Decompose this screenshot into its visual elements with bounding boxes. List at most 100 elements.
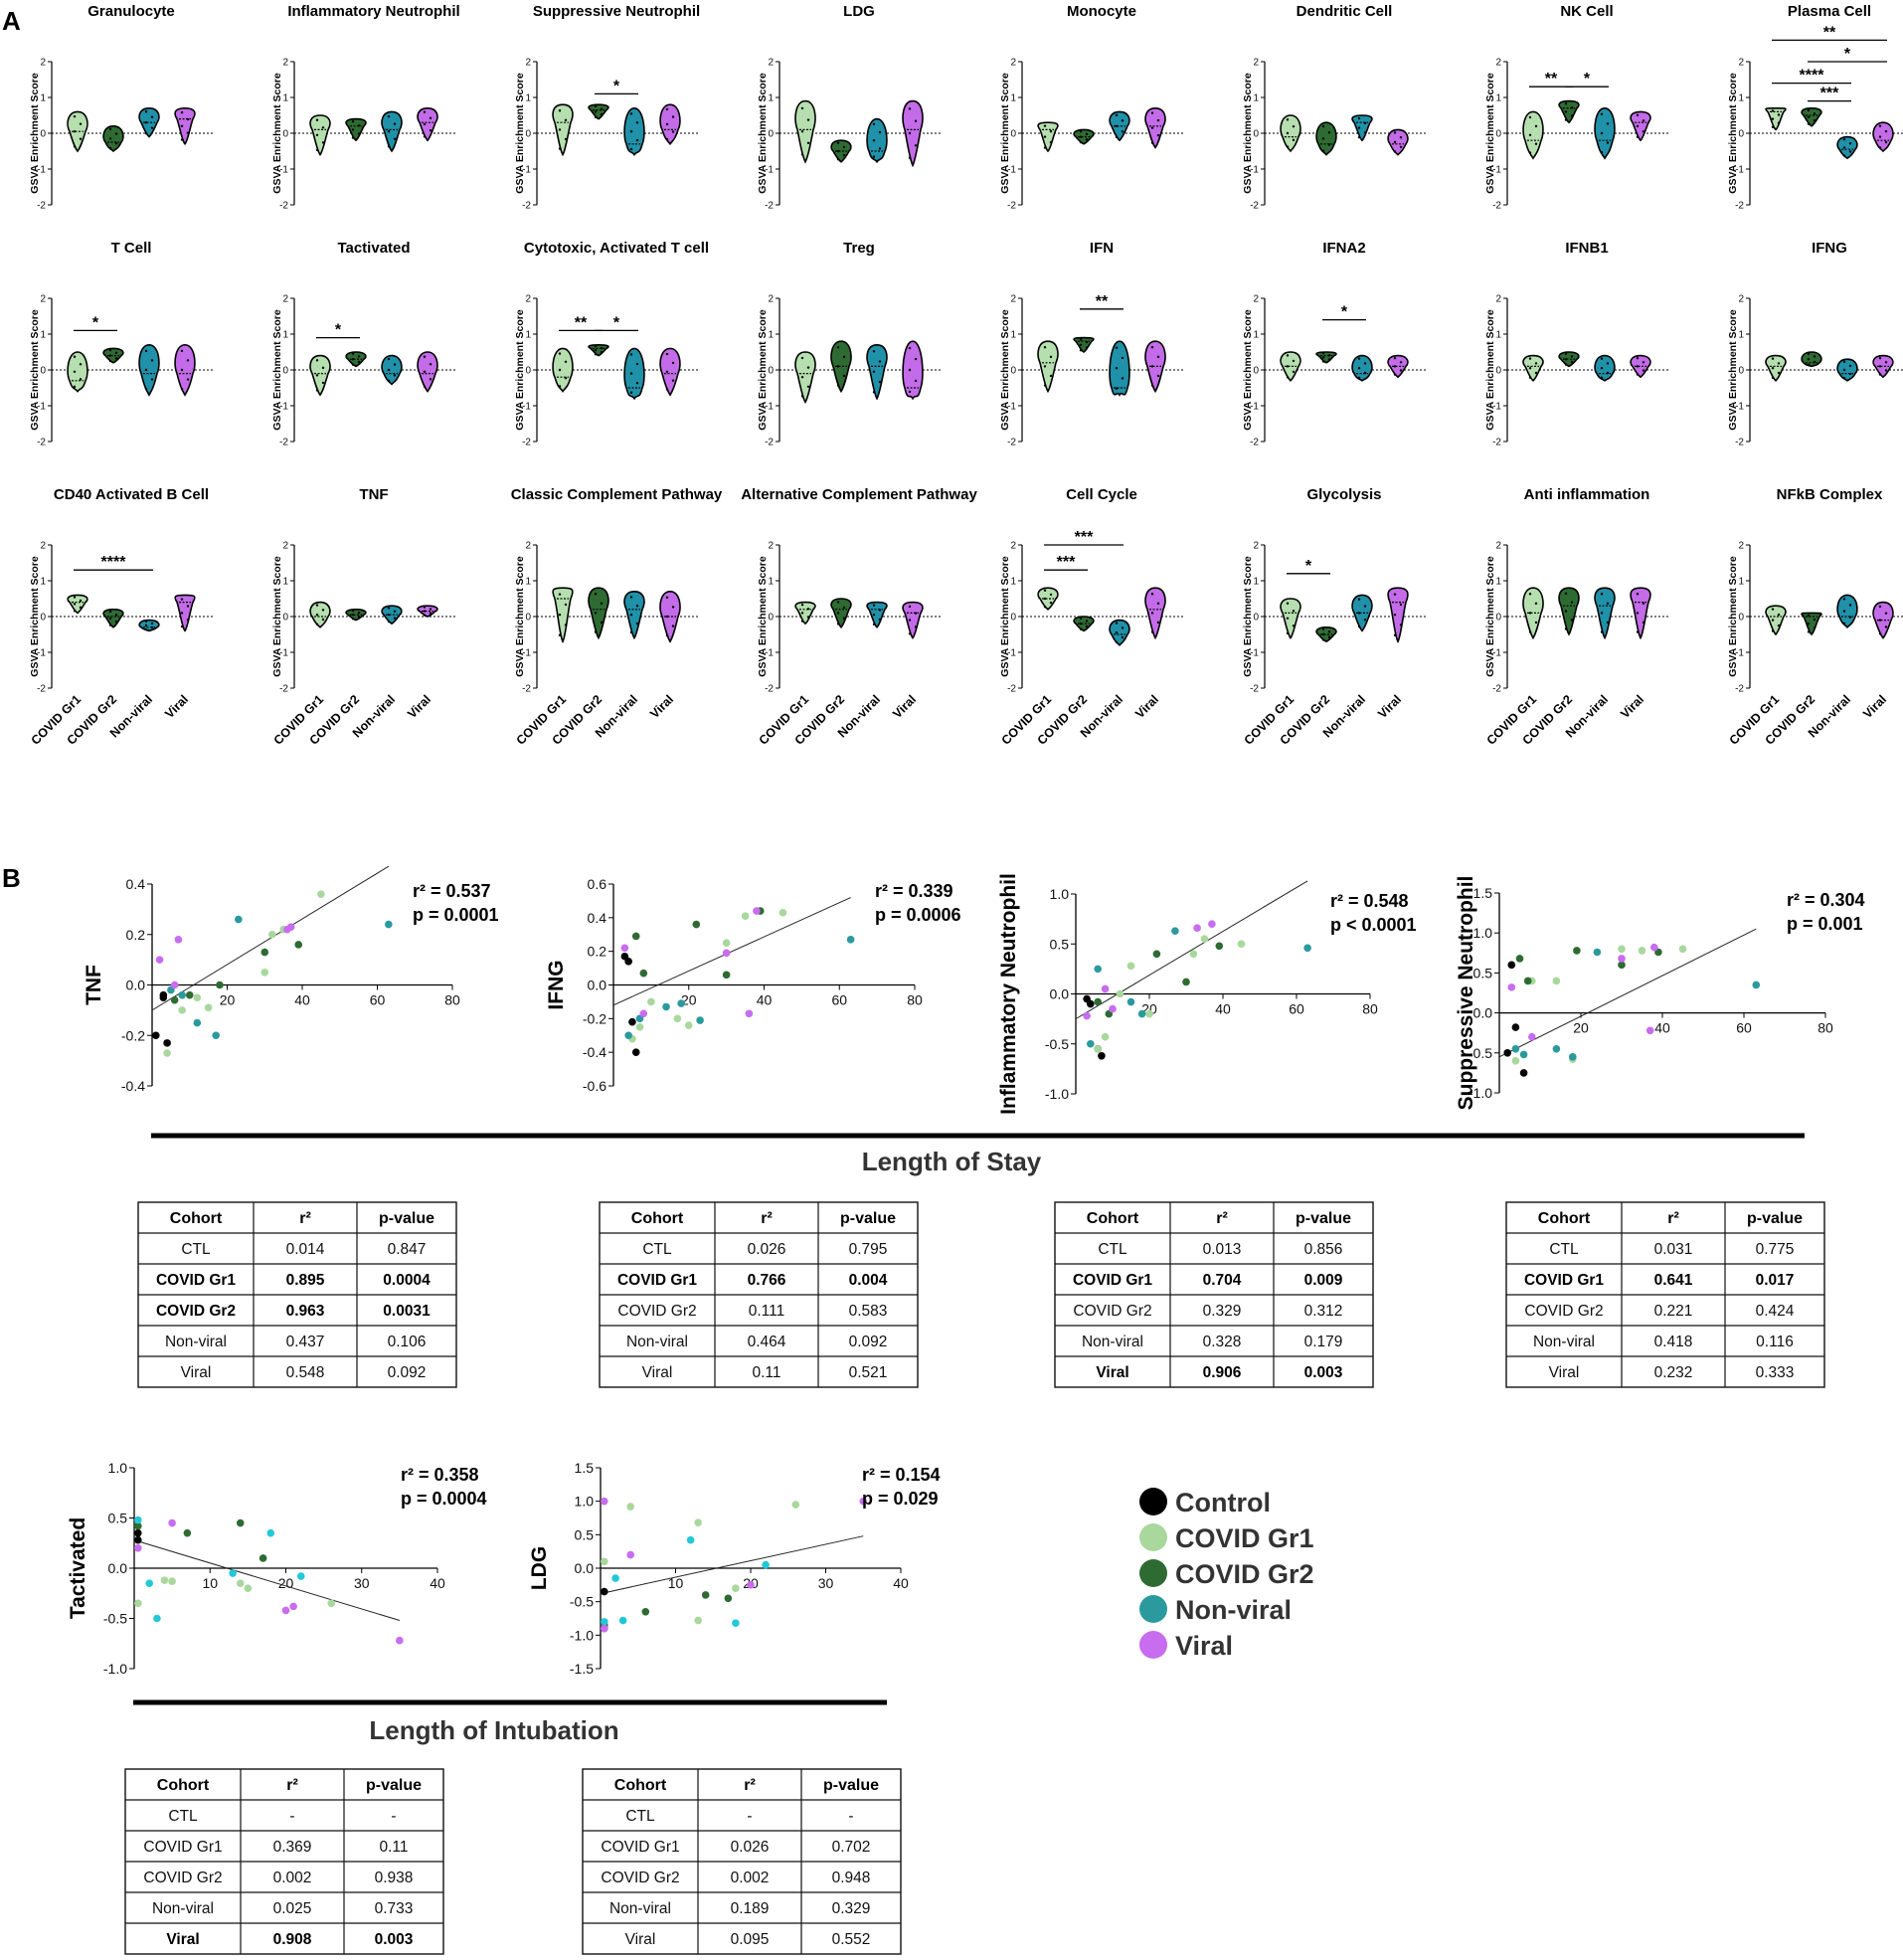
violin-point-covid_gr1 [1777,624,1781,627]
violin-point-covid_gr2 [600,107,604,110]
violin-point-viral [908,632,912,635]
scatter-point-non_viral [1087,1039,1095,1048]
scatter-point-non_viral [145,1579,154,1587]
violin-point-covid_gr1 [1286,365,1290,368]
violin-point-covid_gr2 [114,357,118,360]
violin-point-viral [186,619,190,622]
table-cell: COVID Gr2 [143,1870,222,1886]
violin-point-viral [1636,373,1640,376]
y-tick-label: -1 [37,648,46,659]
violin-point-covid_gr1 [1043,384,1047,387]
violin-y-title: GSVA Enrichment Score [271,556,283,677]
x-tick-label: 80 [1362,1001,1378,1017]
y-tick-label: 2 [525,541,531,552]
stat-r2: r² = 0.339 [875,881,953,901]
violin-point-viral [1636,135,1640,138]
y-tick-label: 1 [1010,577,1016,588]
violin-point-covid_gr2 [1321,124,1325,128]
x-tick-label: 40 [294,992,310,1008]
violin-point-viral [908,346,912,350]
table-cell: COVID Gr1 [156,1272,236,1289]
violin-point-non_viral [387,607,391,610]
violin-point-non_viral [1357,624,1361,628]
violin-point-non_viral [1115,124,1119,127]
violin-point-covid_gr2 [1807,363,1811,366]
table-cell: Non-viral [626,1334,688,1350]
violin-panel-anti-inflammation: Anti inflammation GSVA Enrichment Score 2 1… [1484,486,1668,748]
table-cell: COVID Gr1 [1524,1272,1604,1289]
violin-point-non_viral [1363,362,1367,365]
significance-label: * [613,78,620,94]
table-header: p-value [1296,1210,1351,1227]
violin-point-non_viral [150,622,154,625]
y-tick-label: 1 [525,330,531,341]
violin-point-viral [423,606,427,609]
legend-dot-control [1139,1488,1167,1515]
scatter-point-control [624,958,632,966]
violin-point-viral [423,614,427,617]
y-tick-label: 1 [768,93,774,104]
y-tick-label: -1 [522,648,531,659]
significance-label: * [92,314,99,331]
violin-point-non_viral [387,368,391,372]
x-tick-label: 60 [1289,1001,1304,1017]
violin-point-covid_gr2 [1321,632,1325,636]
scatter-point-viral [168,1518,176,1527]
violin-point-covid_gr2 [836,141,840,144]
y-tick-label: 2 [1495,58,1501,69]
violin-point-covid_gr2 [351,363,355,366]
table-cell: 0.552 [832,1931,871,1948]
significance-label: * [335,322,342,339]
violin-point-viral [665,370,669,373]
violin-point-non_viral [387,357,391,361]
violin-point-non_viral [144,620,148,624]
violin-title: Monocyte [1067,3,1136,20]
violin-point-viral [1393,633,1397,636]
violin-point-covid_gr2 [1570,360,1574,364]
violin-panel-t-cell: T Cell GSVA Enrichment Score 2 1 0 -1 -2 * [29,240,213,448]
violin-point-covid_gr1 [800,106,804,110]
scatter-point-control [134,1528,142,1537]
y-tick-label: -1.0 [570,1627,594,1643]
y-tick-label: -2 [279,201,288,212]
violin-point-non_viral [635,605,639,608]
violin-point-viral [1636,612,1640,615]
y-tick-label: 1 [282,330,288,341]
scatter-point-viral [1507,983,1516,991]
y-tick-label: -1 [1250,402,1259,413]
y-tick-label: 2 [1010,58,1016,69]
y-tick-label: -1 [1007,648,1016,659]
violin-point-covid_gr1 [806,608,810,611]
violin-point-viral [1642,369,1645,372]
violin-covid_gr2 [1315,625,1337,643]
violin-point-covid_gr2 [836,149,840,153]
violin-point-covid_gr1 [800,395,804,398]
y-tick-label: 0 [1010,129,1016,140]
violin-point-covid_gr1 [1771,376,1775,379]
y-tick-label: 0 [40,129,46,140]
violin-point-non_viral [1842,137,1846,141]
table-cell: 0.092 [388,1364,427,1381]
violin-point-non_viral [144,387,148,391]
violin-title: IFNA2 [1322,240,1365,257]
y-tick-label: -1 [37,402,46,413]
violin-point-covid_gr1 [564,137,568,141]
violin-point-viral [1393,131,1397,134]
scatter-point-non_viral [600,1618,608,1626]
violin-point-covid_gr1 [1043,135,1047,138]
table-cell: 0.004 [849,1272,888,1289]
scatter-point-covid_gr1 [160,1576,169,1584]
table-cell: 0.418 [1654,1334,1693,1350]
violin-point-viral [180,624,184,628]
violin-non_viral [1594,106,1616,160]
violin-point-covid_gr2 [351,618,355,621]
violin-point-covid_gr1 [1043,589,1047,592]
violin-point-covid_gr1 [321,618,325,622]
violin-point-covid_gr1 [1771,125,1775,129]
violin-point-covid_gr2 [1564,358,1568,361]
violin-point-non_viral [1363,371,1367,375]
table-cell: 0.847 [388,1241,427,1258]
violin-point-non_viral [1357,116,1361,120]
y-tick-label: -1 [765,402,774,413]
